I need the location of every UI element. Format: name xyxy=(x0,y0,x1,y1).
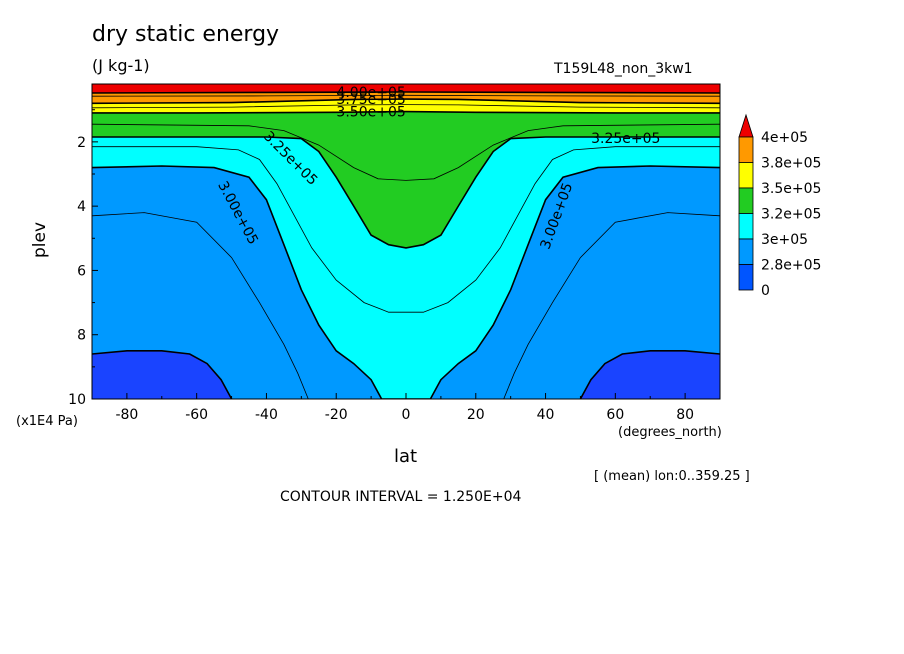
contour-label: 3.75e+05 xyxy=(336,92,405,108)
colorbar-label: 3.5e+05 xyxy=(761,181,821,197)
contour-275000-north xyxy=(579,349,720,399)
contour-interval: CONTOUR INTERVAL = 1.250E+04 xyxy=(280,489,522,505)
x-tick-label: -20 xyxy=(325,407,348,423)
contour-400000 xyxy=(92,91,720,94)
colorbar-label: 2.8e+05 xyxy=(761,258,821,274)
fill-275000-300000 xyxy=(92,166,720,399)
contour-350000 xyxy=(92,110,720,114)
colorbar-swatch xyxy=(738,162,754,189)
contour-label: 4.00e+05 xyxy=(336,85,405,101)
y-tick-label: 2 xyxy=(77,135,86,151)
contour-287500-north xyxy=(503,212,720,399)
colorbar-swatch xyxy=(738,187,754,214)
colorbar-swatch xyxy=(738,213,754,240)
x-tick-label: -60 xyxy=(185,407,208,423)
x-tick-label: 60 xyxy=(606,407,624,423)
chart-units: (J kg-1) xyxy=(92,56,150,75)
chart-title: dry static energy xyxy=(92,22,280,47)
contour-275000-south xyxy=(92,349,233,399)
x-tick-label: -40 xyxy=(255,407,278,423)
contour-375000 xyxy=(92,98,720,105)
x-tick-label: 40 xyxy=(537,407,555,423)
colorbar-label: 3.2e+05 xyxy=(761,207,821,223)
x-tick-label: 0 xyxy=(402,407,411,423)
fill-below-275000-south xyxy=(92,350,232,399)
contour-387500 xyxy=(92,94,720,97)
colorbar-label: 3e+05 xyxy=(761,232,808,248)
x-tick-label: 20 xyxy=(467,407,485,423)
contour-325000 xyxy=(92,136,720,249)
contour-300000 xyxy=(92,165,720,399)
y-tick-label: 6 xyxy=(77,263,86,279)
x-tick-label: 80 xyxy=(676,407,694,423)
colorbar-swatch xyxy=(738,136,754,163)
colorbar-triangle xyxy=(738,113,754,138)
x-axis-units: (degrees_north) xyxy=(618,425,722,440)
contour-287500-south xyxy=(92,212,309,399)
contour-label: 3.25e+05 xyxy=(591,131,660,147)
y-axis-units: (x1E4 Pa) xyxy=(16,414,78,429)
x-tick-label: -80 xyxy=(115,407,138,423)
contour-312500 xyxy=(92,146,720,313)
colorbar-label: 0 xyxy=(761,283,770,299)
run-label: T159L48_non_3kw1 xyxy=(554,61,693,77)
contour-362500 xyxy=(92,104,720,109)
y-tick-label: 10 xyxy=(68,392,86,408)
contour-337500 xyxy=(92,123,720,181)
colorbar-swatch xyxy=(738,238,754,265)
colorbar-label: 4e+05 xyxy=(761,130,808,146)
y-tick-label: 8 xyxy=(77,328,86,344)
contour-label: 3.50e+05 xyxy=(336,105,405,121)
fill-below-275000-north xyxy=(580,350,720,399)
x-axis-label: lat xyxy=(394,446,418,467)
averaging-note: [ (mean) lon:0..359.25 ] xyxy=(594,469,750,484)
colorbar-swatch xyxy=(738,264,754,291)
y-tick-label: 4 xyxy=(77,199,86,215)
colorbar-label: 3.8e+05 xyxy=(761,156,821,172)
